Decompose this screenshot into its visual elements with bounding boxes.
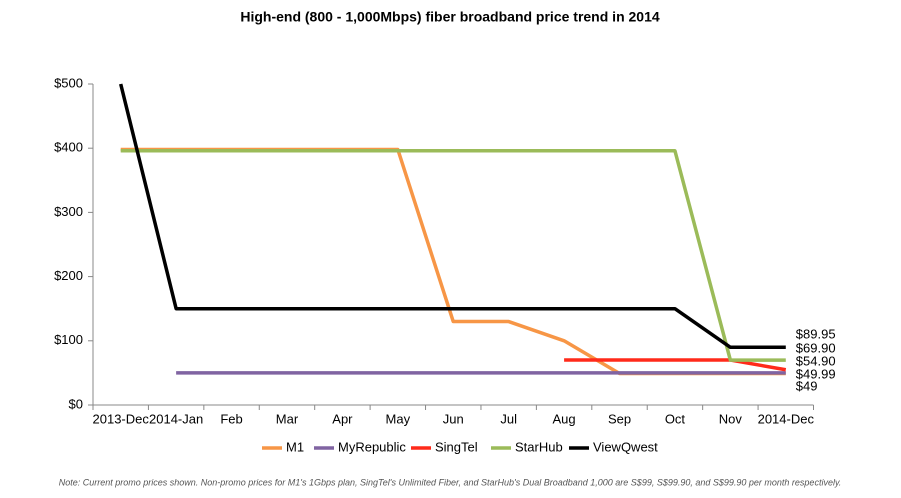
x-tick-label: Jul [500,411,517,426]
chart-title: High-end (800 - 1,000Mbps) fiber broadba… [240,9,660,25]
value-label: $54.90 [796,353,836,368]
legend-label: SingTel [435,439,478,454]
y-tick-label: $0 [69,396,83,411]
series-line [120,149,786,362]
value-label: $49.99 [796,366,836,381]
y-tick-label: $400 [54,140,83,155]
x-tick-label: 2013-Dec [93,411,150,426]
x-tick-label: Nov [719,411,743,426]
x-tick-label: 2014-Jan [149,411,203,426]
x-tick-label: Oct [665,411,686,426]
y-tick-label: $100 [54,332,83,347]
legend-label: ViewQwest [593,439,658,454]
x-tick-label: Mar [276,411,299,426]
value-label: $89.95 [796,326,836,341]
x-tick-label: Apr [332,411,353,426]
x-tick-label: Feb [220,411,242,426]
x-tick-label: Jun [443,411,464,426]
series-line [120,147,786,376]
x-tick-label: Aug [553,411,576,426]
y-tick-label: $200 [54,268,83,283]
series-line [119,83,786,350]
legend-label: MyRepublic [338,439,406,454]
x-tick-label: May [386,411,411,426]
value-label: $69.90 [796,340,836,355]
x-tick-label: 2014-Dec [758,411,815,426]
series-line [564,358,787,372]
note: Note: Current promo prices shown. Non-pr… [59,477,842,487]
x-tick-label: Sep [608,411,631,426]
y-tick-label: $500 [54,75,83,90]
legend-label: StarHub [515,439,563,454]
y-tick-label: $300 [54,204,83,219]
value-label: $49 [796,378,818,393]
legend-label: M1 [286,439,304,454]
